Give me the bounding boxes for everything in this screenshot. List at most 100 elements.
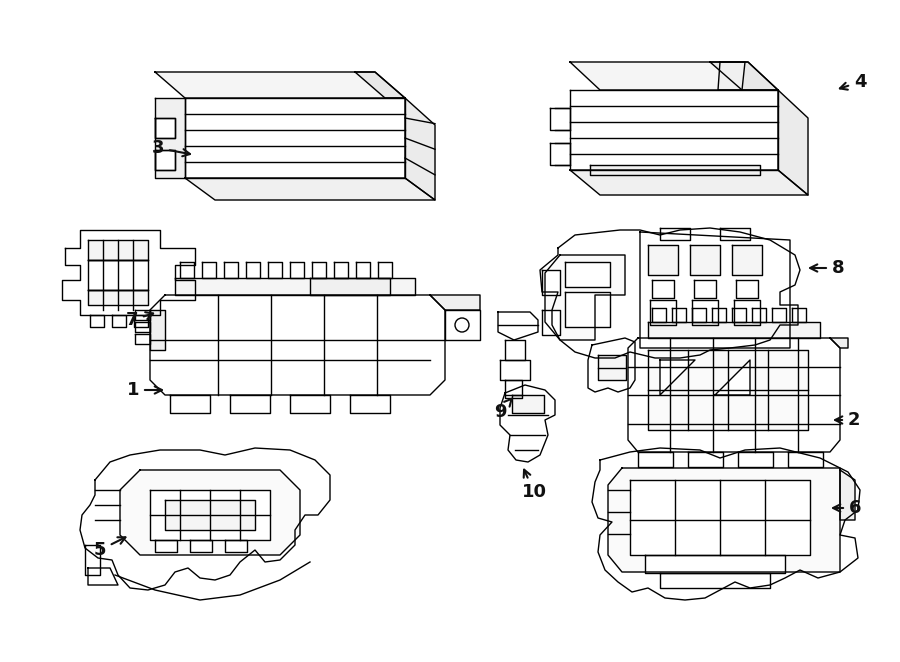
Polygon shape: [788, 452, 823, 467]
Polygon shape: [628, 338, 840, 452]
Polygon shape: [378, 262, 392, 278]
Polygon shape: [150, 310, 165, 350]
Polygon shape: [550, 143, 570, 165]
Polygon shape: [150, 490, 270, 540]
Polygon shape: [334, 262, 348, 278]
Polygon shape: [648, 322, 820, 338]
Polygon shape: [225, 540, 247, 552]
Polygon shape: [694, 280, 716, 298]
Polygon shape: [135, 322, 150, 332]
Polygon shape: [570, 62, 778, 90]
Polygon shape: [135, 310, 150, 320]
Polygon shape: [500, 385, 555, 462]
Polygon shape: [692, 308, 706, 322]
Polygon shape: [660, 360, 695, 395]
Polygon shape: [732, 245, 762, 275]
Polygon shape: [710, 62, 778, 90]
Polygon shape: [588, 338, 635, 392]
Polygon shape: [85, 545, 100, 575]
Polygon shape: [498, 312, 538, 340]
Polygon shape: [310, 278, 390, 295]
Polygon shape: [688, 452, 723, 467]
Polygon shape: [505, 380, 522, 398]
Polygon shape: [512, 395, 544, 413]
Polygon shape: [155, 150, 175, 170]
Polygon shape: [650, 300, 676, 325]
Polygon shape: [165, 500, 255, 530]
Polygon shape: [246, 262, 260, 278]
Polygon shape: [718, 62, 745, 90]
Polygon shape: [170, 395, 210, 413]
Polygon shape: [185, 178, 435, 200]
Polygon shape: [542, 270, 560, 295]
Polygon shape: [565, 292, 610, 327]
Polygon shape: [734, 300, 760, 325]
Polygon shape: [355, 72, 405, 98]
Polygon shape: [62, 230, 195, 315]
Polygon shape: [608, 468, 840, 572]
Polygon shape: [652, 308, 666, 322]
Polygon shape: [645, 555, 785, 573]
Polygon shape: [545, 255, 625, 340]
Polygon shape: [648, 350, 808, 430]
Polygon shape: [712, 308, 726, 322]
Polygon shape: [155, 540, 177, 552]
Polygon shape: [80, 448, 330, 590]
Polygon shape: [690, 245, 720, 275]
Text: 8: 8: [810, 259, 844, 277]
Polygon shape: [692, 300, 718, 325]
Text: 9: 9: [494, 399, 512, 421]
Polygon shape: [598, 355, 626, 380]
Text: 6: 6: [833, 499, 861, 517]
Polygon shape: [350, 395, 390, 413]
Polygon shape: [88, 260, 148, 290]
Polygon shape: [672, 308, 686, 322]
Polygon shape: [778, 90, 808, 195]
Polygon shape: [150, 295, 445, 395]
Polygon shape: [652, 280, 674, 298]
Polygon shape: [720, 228, 750, 240]
Polygon shape: [88, 568, 118, 585]
Text: 4: 4: [840, 73, 866, 91]
Polygon shape: [430, 295, 480, 310]
Polygon shape: [112, 315, 126, 327]
Polygon shape: [155, 118, 175, 138]
Polygon shape: [155, 118, 175, 138]
Polygon shape: [630, 480, 810, 555]
Polygon shape: [715, 360, 750, 395]
Polygon shape: [752, 308, 766, 322]
Polygon shape: [185, 98, 405, 178]
Polygon shape: [570, 170, 808, 195]
Polygon shape: [738, 452, 773, 467]
Polygon shape: [134, 315, 148, 327]
Polygon shape: [792, 308, 806, 322]
Polygon shape: [660, 228, 690, 240]
Polygon shape: [840, 470, 855, 520]
Polygon shape: [180, 262, 194, 278]
Polygon shape: [592, 448, 860, 600]
Polygon shape: [155, 98, 185, 178]
Polygon shape: [190, 540, 212, 552]
Polygon shape: [155, 150, 175, 170]
Polygon shape: [155, 72, 405, 98]
Polygon shape: [135, 334, 150, 344]
Polygon shape: [830, 338, 848, 348]
Polygon shape: [290, 395, 330, 413]
Polygon shape: [648, 245, 678, 275]
Polygon shape: [772, 308, 786, 322]
Polygon shape: [405, 98, 435, 200]
Polygon shape: [500, 360, 530, 380]
Polygon shape: [732, 308, 746, 322]
Polygon shape: [88, 290, 148, 305]
Text: 1: 1: [127, 381, 162, 399]
Polygon shape: [175, 278, 415, 295]
Polygon shape: [120, 470, 300, 555]
Text: 3: 3: [152, 139, 190, 157]
Polygon shape: [542, 310, 560, 335]
Polygon shape: [90, 315, 104, 327]
Polygon shape: [268, 262, 282, 278]
Polygon shape: [565, 262, 610, 287]
Polygon shape: [590, 165, 760, 175]
Polygon shape: [570, 90, 778, 170]
Polygon shape: [640, 232, 790, 348]
